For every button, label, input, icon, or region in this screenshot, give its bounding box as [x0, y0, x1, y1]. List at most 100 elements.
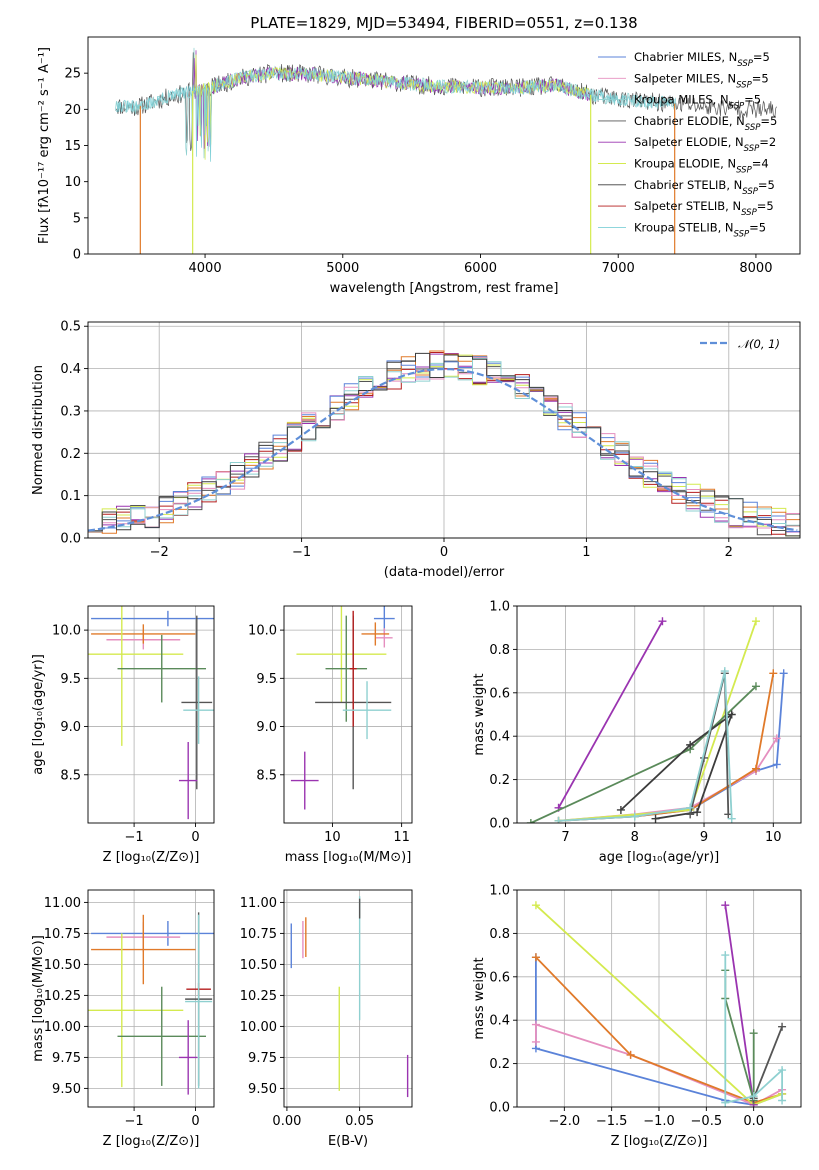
x-tick-label: 0	[440, 545, 448, 560]
y-tick-label: 0.5	[60, 320, 81, 335]
axes-frame	[87, 889, 215, 1108]
legend: 𝒩(0, 1)	[700, 337, 780, 351]
x-tick-label: −2.0	[549, 1114, 581, 1129]
y-tick-label: 0.3	[60, 404, 81, 419]
plus-marker	[554, 816, 563, 823]
legend-entry: Kroupa ELODIE, NSSP=4	[634, 157, 769, 176]
x-tick-label: 0	[191, 1114, 199, 1129]
y-axis-label: mass weight	[472, 957, 487, 1039]
x-tick-label: −1.0	[643, 1114, 675, 1129]
y-tick-label: 0.1	[60, 489, 81, 504]
grid-lines	[517, 605, 801, 824]
y-tick-label: 9.0	[256, 720, 277, 735]
x-tick-label: 2	[725, 545, 733, 560]
legend-entry: Chabrier ELODIE, NSSP=5	[634, 114, 777, 133]
errorbar-point	[290, 751, 319, 810]
y-tick-label: 8.5	[60, 768, 81, 783]
plot-area	[115, 47, 777, 254]
errorbar-point	[342, 681, 392, 740]
x-tick-label: 8	[631, 830, 639, 845]
legend-entry: Chabrier MILES, NSSP=5	[634, 50, 770, 69]
plus-marker	[531, 901, 540, 910]
spectrum-kroupa-elodie	[192, 54, 590, 160]
y-axis-label: Flux [fλ10⁻¹⁷ erg cm⁻² s⁻¹ A⁻¹]	[37, 47, 52, 244]
y-tick-label: 1.0	[489, 884, 510, 899]
y-tick-label: 0.0	[489, 1101, 510, 1116]
x-tick-label: 0.0	[743, 1114, 764, 1129]
x-tick-label: 10	[765, 830, 782, 845]
plus-marker	[686, 803, 695, 812]
grid-lines	[88, 606, 214, 823]
age-vs-metallicity-panel: −1 0 8.5 9.0 9.5 10.0 Z [log₁₀(Z/Z⊙)] age [log₁…	[31, 605, 215, 865]
y-tick-label: 9.75	[248, 1051, 277, 1066]
y-tick-label: 1.0	[489, 600, 510, 615]
y-tick-label: 9.75	[52, 1051, 81, 1066]
legend-entry: Kroupa STELIB, NSSP=5	[634, 220, 766, 239]
y-tick-label: 20	[64, 103, 81, 118]
x-axis-label: (data-model)/error	[384, 565, 505, 580]
y-tick-label: 0.0	[489, 817, 510, 832]
weight-series	[554, 667, 736, 823]
weight-vs-metallicity-panel: −2.0 −1.5 −1.0 −0.5 0.0 0.0 0.2 0.4 0.6 0.8 1.0 Z […	[472, 884, 802, 1149]
plus-marker	[626, 1050, 635, 1059]
y-tick-label: 10.50	[44, 958, 81, 973]
plus-marker	[778, 1022, 787, 1031]
x-tick-label: −1	[125, 830, 144, 845]
legend: Chabrier MILES, NSSP=5 Salpeter MILES, NS…	[598, 50, 777, 239]
plus-marker	[751, 764, 760, 773]
errorbar-point	[349, 610, 357, 727]
grid-lines	[517, 889, 801, 1108]
x-tick-label: 8000	[739, 261, 772, 276]
legend-entry: Kroupa MILES, NSSP=5	[634, 93, 761, 112]
grid-lines	[284, 606, 412, 823]
y-tick-label: 10.0	[52, 624, 81, 639]
axes-frame	[87, 36, 801, 255]
errorbar-point	[91, 624, 196, 644]
weight-line	[535, 956, 783, 1104]
spectrum-kroupa-stelib	[115, 67, 677, 162]
x-tick-label: 7	[561, 830, 569, 845]
weight-line	[752, 1026, 783, 1099]
y-axis-label: age [log₁₀(age/yr)]	[31, 654, 46, 775]
y-tick-label: 9.0	[60, 720, 81, 735]
plus-marker	[531, 1020, 540, 1029]
errorbar-point	[178, 741, 198, 820]
x-axis-label: Z [log₁₀(Z/Z⊙)]	[611, 1134, 708, 1149]
plus-marker	[686, 740, 695, 749]
y-tick-label: 0.8	[489, 927, 510, 942]
y-tick-label: 11.00	[240, 896, 277, 911]
x-tick-label: 11	[393, 830, 410, 845]
weight-line	[557, 620, 664, 809]
normal-distribution-curve	[88, 367, 798, 532]
legend-entry: Chabrier STELIB, NSSP=5	[634, 178, 775, 197]
x-tick-label: 0	[191, 830, 199, 845]
plus-marker	[779, 669, 788, 678]
x-axis-label: E(B-V)	[328, 1134, 368, 1149]
y-axis-label: mass [log₁₀(M/M⊙)]	[31, 935, 46, 1062]
errorbar-point	[117, 634, 207, 703]
plus-marker	[751, 682, 760, 691]
plus-marker	[778, 1066, 787, 1075]
x-tick-label: 1	[582, 545, 590, 560]
weight-line	[724, 905, 755, 1105]
y-tick-label: 10.75	[240, 927, 277, 942]
plus-marker	[778, 1096, 787, 1105]
y-tick-label: 10.75	[44, 927, 81, 942]
x-tick-label: −1	[292, 545, 311, 560]
legend-entry: Salpeter ELODIE, NSSP=2	[634, 135, 776, 154]
y-tick-label: 0.4	[489, 730, 510, 745]
x-tick-label: 6000	[464, 261, 497, 276]
y-tick-label: 8.5	[256, 768, 277, 783]
spectrum-salpeter-elodie	[192, 50, 590, 149]
chart-title: PLATE=1829, MJD=53494, FIBERID=0551, z=0…	[250, 14, 637, 32]
x-tick-label: −0.5	[691, 1114, 723, 1129]
y-tick-label: 0.2	[489, 1057, 510, 1072]
errorbar-point	[296, 606, 387, 703]
legend-entry: Salpeter MILES, NSSP=5	[634, 71, 769, 90]
x-tick-label: 5000	[326, 261, 359, 276]
plus-marker	[658, 617, 667, 626]
y-tick-label: 9.5	[60, 672, 81, 687]
plus-marker	[721, 951, 730, 960]
y-tick-label: 5	[73, 211, 81, 226]
